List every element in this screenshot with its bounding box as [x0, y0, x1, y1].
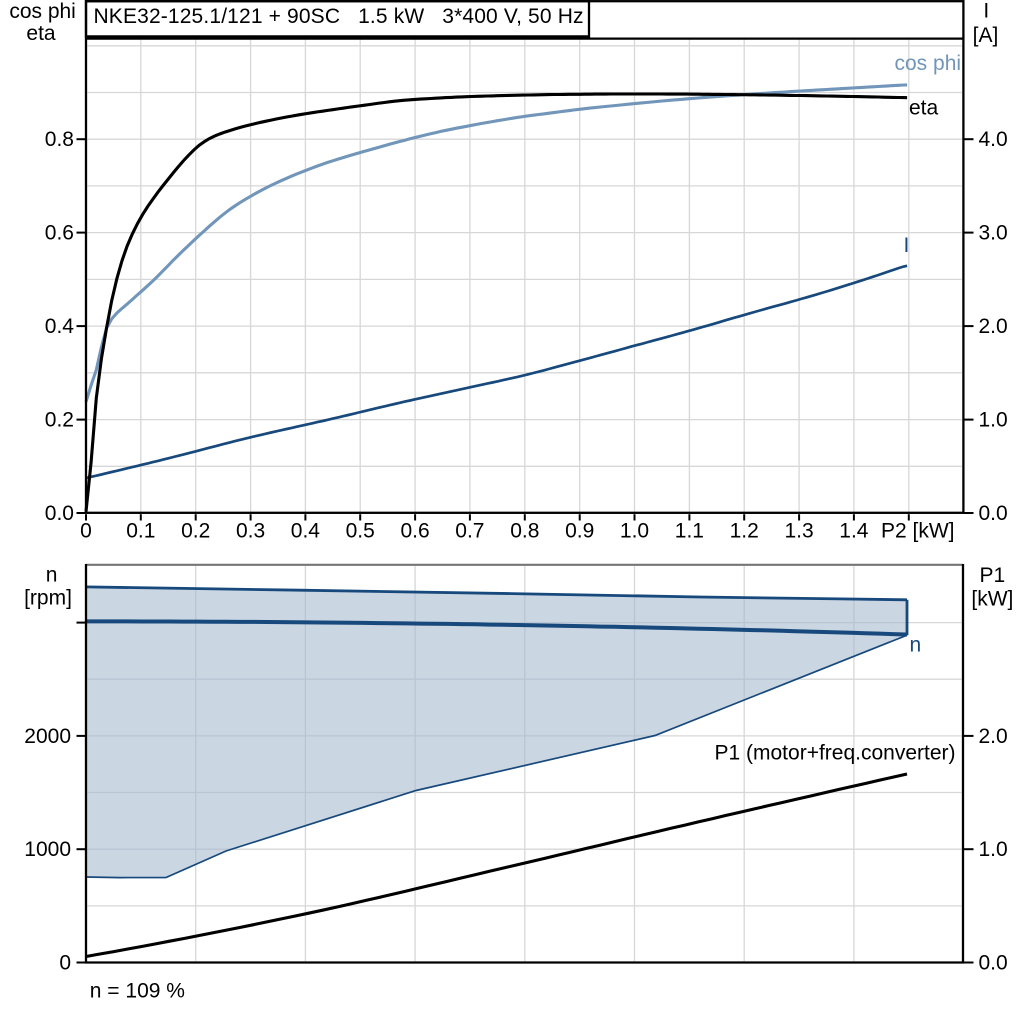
- svg-text:1.1: 1.1: [675, 520, 704, 543]
- svg-text:[kW]: [kW]: [971, 588, 1013, 611]
- svg-text:2.0: 2.0: [979, 315, 1008, 338]
- svg-text:1.4: 1.4: [839, 520, 869, 543]
- svg-text:1000: 1000: [24, 838, 71, 861]
- svg-text:1.0: 1.0: [979, 838, 1008, 861]
- svg-text:2.0: 2.0: [979, 725, 1008, 748]
- svg-text:0.3: 0.3: [236, 520, 265, 543]
- svg-text:I: I: [904, 234, 910, 257]
- svg-text:2000: 2000: [24, 725, 71, 748]
- svg-text:0.8: 0.8: [510, 520, 539, 543]
- svg-text:0.0: 0.0: [45, 502, 74, 525]
- svg-text:0.7: 0.7: [455, 520, 484, 543]
- svg-text:0.1: 0.1: [126, 520, 155, 543]
- svg-text:1.0: 1.0: [620, 520, 649, 543]
- svg-text:0.2: 0.2: [45, 409, 74, 432]
- svg-text:0.0: 0.0: [979, 502, 1008, 525]
- svg-text:[A]: [A]: [973, 24, 999, 47]
- svg-text:cos phi: cos phi: [895, 52, 962, 75]
- svg-text:0.6: 0.6: [45, 222, 74, 245]
- svg-text:1.0: 1.0: [979, 409, 1008, 432]
- svg-text:1.2: 1.2: [730, 520, 759, 543]
- svg-text:0.4: 0.4: [291, 520, 321, 543]
- svg-text:eta: eta: [26, 22, 56, 45]
- svg-text:eta: eta: [909, 97, 939, 120]
- svg-text:n: n: [910, 634, 922, 657]
- svg-text:0.0: 0.0: [979, 952, 1008, 975]
- svg-text:P1 (motor+freq.converter): P1 (motor+freq.converter): [715, 742, 956, 765]
- svg-text:0.9: 0.9: [565, 520, 594, 543]
- svg-text:4.0: 4.0: [979, 128, 1008, 151]
- svg-text:3.0: 3.0: [979, 222, 1008, 245]
- svg-text:0: 0: [80, 520, 92, 543]
- svg-text:1.3: 1.3: [784, 520, 813, 543]
- svg-text:P2 [kW]: P2 [kW]: [881, 520, 955, 543]
- svg-text:n: n: [46, 563, 58, 586]
- svg-text:0.2: 0.2: [181, 520, 210, 543]
- svg-text:cos phi: cos phi: [9, 0, 76, 23]
- svg-text:0: 0: [59, 952, 71, 975]
- svg-text:I: I: [983, 0, 989, 22]
- svg-text:NKE32-125.1/121 + 90SC 1.5 k: NKE32-125.1/121 + 90SC 1.5 kW 3*400 V, 5…: [94, 5, 584, 28]
- svg-text:0.5: 0.5: [346, 520, 375, 543]
- svg-text:0.4: 0.4: [45, 315, 75, 338]
- svg-text:[rpm]: [rpm]: [24, 587, 72, 610]
- svg-text:P1: P1: [980, 564, 1006, 587]
- svg-text:n = 109 %: n = 109 %: [90, 980, 185, 1003]
- svg-text:0.8: 0.8: [45, 128, 74, 151]
- svg-text:0.6: 0.6: [400, 520, 429, 543]
